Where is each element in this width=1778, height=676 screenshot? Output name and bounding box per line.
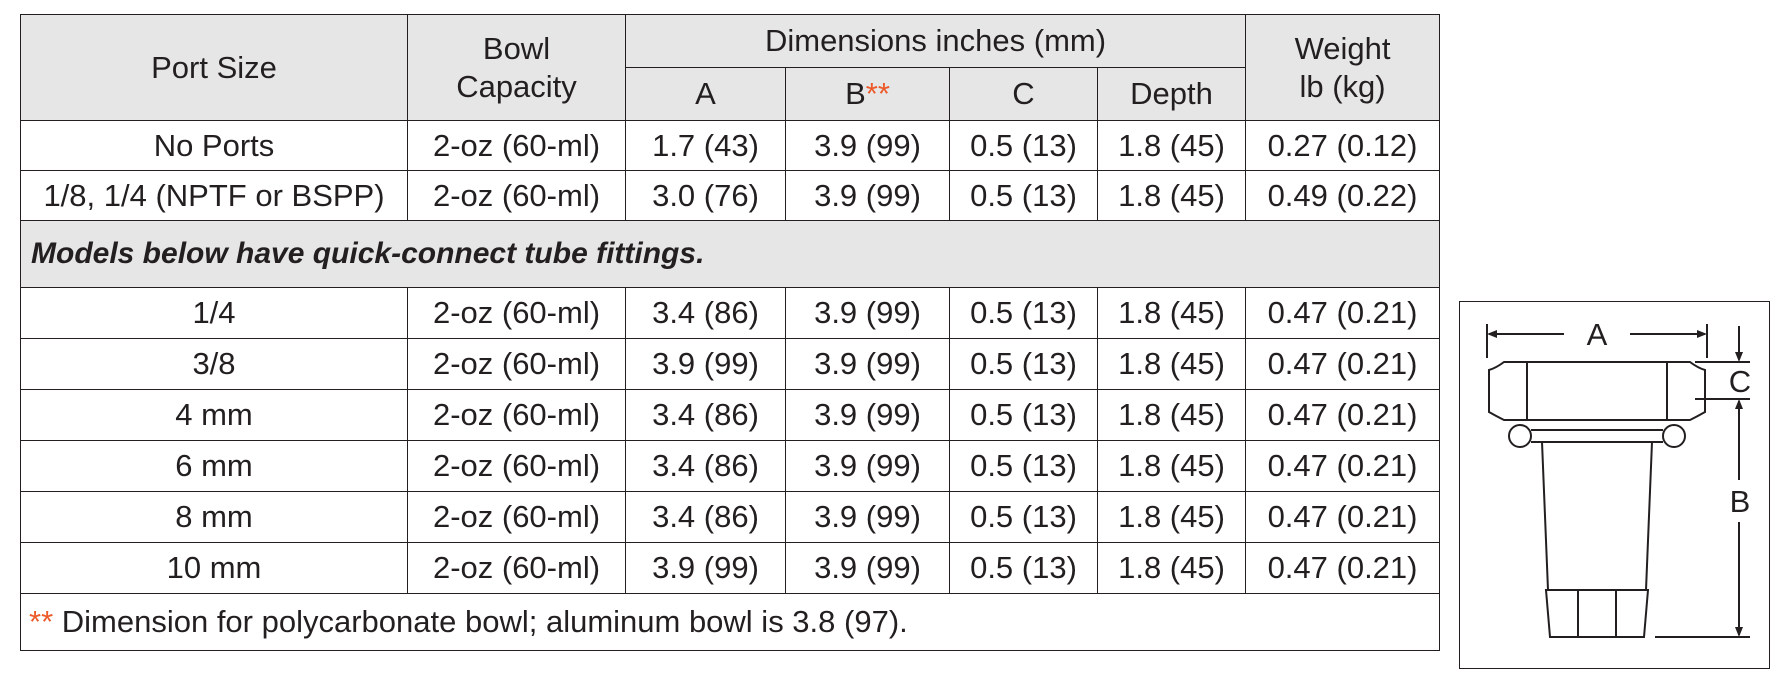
table-row: No Ports 2-oz (60-ml) 1.7 (43) 3.9 (99) … [20,120,1441,171]
quick-connect-note: Models below have quick-connect tube fit… [19,220,1441,288]
cell-port: 1/4 [20,287,408,339]
cell-port: 8 mm [20,491,408,543]
cell-capacity: 2-oz (60-ml) [407,170,626,221]
cell-depth: 1.8 (45) [1096,491,1247,543]
cell-capacity: 2-oz (60-ml) [407,338,626,390]
cell-capacity: 2-oz (60-ml) [407,389,626,441]
cell-a: 1.7 (43) [625,120,786,171]
table-row: 4 mm 2-oz (60-ml) 3.4 (86) 3.9 (99) 0.5 … [20,389,1441,441]
cell-a: 3.4 (86) [625,440,786,492]
header-weight-units: lb (kg) [1299,68,1386,104]
cell-weight: 0.47 (0.21) [1245,389,1441,441]
cell-depth: 1.8 (45) [1096,170,1247,221]
table-row: 6 mm 2-oz (60-ml) 3.4 (86) 3.9 (99) 0.5 … [20,440,1441,492]
cell-port: No Ports [20,120,408,171]
cell-depth: 1.8 (45) [1096,287,1247,339]
cell-c: 0.5 (13) [949,542,1098,594]
footnote-text: Dimension for polycarbonate bowl; alumin… [53,604,908,639]
header-dimensions-units: inches (mm) [926,23,1107,58]
dimension-diagram: A C B [1459,301,1770,669]
cell-b: 3.9 (99) [785,389,950,441]
header-col-c: C [949,67,1098,121]
cell-b: 3.9 (99) [785,287,950,339]
cell-depth: 1.8 (45) [1096,389,1247,441]
table-row: 10 mm 2-oz (60-ml) 3.9 (99) 3.9 (99) 0.5… [20,542,1441,594]
cell-capacity: 2-oz (60-ml) [407,491,626,543]
header-dimensions-bold: Dimensions [764,23,927,58]
footnote-marker: ** [29,604,54,639]
cell-c: 0.5 (13) [949,170,1098,221]
cell-b: 3.9 (99) [785,491,950,543]
cell-b: 3.9 (99) [785,440,950,492]
cell-weight: 0.47 (0.21) [1245,491,1441,543]
cell-port: 10 mm [20,542,408,594]
label-c: C [1729,364,1751,399]
label-b: B [1730,484,1751,519]
table-row: 1/8, 1/4 (NPTF or BSPP) 2-oz (60-ml) 3.0… [20,170,1441,221]
cell-weight: 0.47 (0.21) [1245,287,1441,339]
header-bowl-capacity: Bowl Capacity [407,14,626,121]
cell-b: 3.9 (99) [785,170,950,221]
header-col-b-label: B [845,76,866,111]
label-a: A [1587,317,1608,352]
cell-a: 3.4 (86) [625,287,786,339]
cell-c: 0.5 (13) [949,287,1098,339]
header-col-depth: Depth [1096,67,1247,121]
cell-depth: 1.8 (45) [1096,338,1247,390]
cell-weight: 0.49 (0.22) [1245,170,1441,221]
cell-a: 3.4 (86) [625,491,786,543]
cell-capacity: 2-oz (60-ml) [407,287,626,339]
cell-a: 3.4 (86) [625,389,786,441]
dimensions-table: Port Size Bowl Capacity Dimensions inche… [19,14,1441,651]
cell-depth: 1.8 (45) [1096,542,1247,594]
cell-c: 0.5 (13) [949,491,1098,543]
cell-capacity: 2-oz (60-ml) [407,542,626,594]
footnote: ** Dimension for polycarbonate bowl; alu… [19,593,1441,651]
header-port-size: Port Size [20,14,408,121]
table-row: 1/4 2-oz (60-ml) 3.4 (86) 3.9 (99) 0.5 (… [20,287,1441,339]
cell-b: 3.9 (99) [785,542,950,594]
cell-c: 0.5 (13) [949,389,1098,441]
cell-depth: 1.8 (45) [1096,440,1247,492]
cell-port: 4 mm [20,389,408,441]
cell-a: 3.9 (99) [625,542,786,594]
cell-a: 3.0 (76) [625,170,786,221]
cell-c: 0.5 (13) [949,338,1098,390]
header-bowl-capacity-text: Bowl Capacity [456,30,577,104]
cell-capacity: 2-oz (60-ml) [407,120,626,171]
cell-capacity: 2-oz (60-ml) [407,440,626,492]
cell-port: 1/8, 1/4 (NPTF or BSPP) [20,170,408,221]
cell-weight: 0.47 (0.21) [1245,440,1441,492]
cell-weight: 0.47 (0.21) [1245,542,1441,594]
table-row: 3/8 2-oz (60-ml) 3.9 (99) 3.9 (99) 0.5 (… [20,338,1441,390]
cell-weight: 0.27 (0.12) [1245,120,1441,171]
footnote-row: ** Dimension for polycarbonate bowl; alu… [19,593,1441,651]
header-dimensions: Dimensions inches (mm) [624,14,1247,68]
table-row: 8 mm 2-oz (60-ml) 3.4 (86) 3.9 (99) 0.5 … [20,491,1441,543]
header-col-a: A [625,67,786,121]
header-col-b-marker: ** [865,76,890,111]
note-row: Models below have quick-connect tube fit… [19,220,1441,288]
filter-outline-drawing: A C B [1486,317,1751,638]
cell-c: 0.5 (13) [949,120,1098,171]
header-weight-bold: Weight [1294,30,1391,66]
cell-depth: 1.8 (45) [1096,120,1247,171]
cell-c: 0.5 (13) [949,440,1098,492]
cell-a: 3.9 (99) [625,338,786,390]
header-col-b: B** [785,67,950,121]
cell-port: 6 mm [20,440,408,492]
header-weight: Weight lb (kg) [1245,14,1441,121]
cell-port: 3/8 [20,338,408,390]
cell-weight: 0.47 (0.21) [1245,338,1441,390]
cell-b: 3.9 (99) [785,338,950,390]
cell-b: 3.9 (99) [785,120,950,171]
